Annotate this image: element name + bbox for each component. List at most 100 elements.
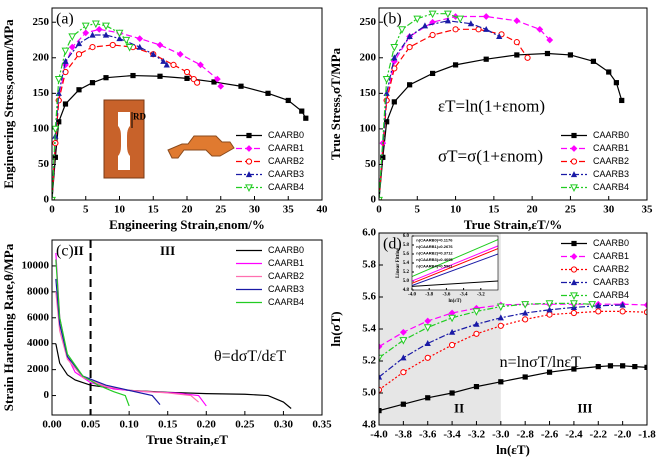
x-tick-label: 10 [450, 203, 462, 215]
marker [522, 374, 528, 380]
marker [483, 25, 490, 32]
legend-label: CAARB4 [593, 182, 629, 192]
y-axis-label: Strain Hardening Rate,θ/MPa [1, 243, 16, 411]
panel-label: (a) [56, 11, 74, 28]
marker [102, 22, 110, 31]
y-tick-label: 5.8 [403, 243, 410, 248]
marker [456, 15, 465, 24]
plot-frame [51, 239, 323, 416]
series-line [379, 310, 647, 391]
marker [213, 75, 221, 83]
y-tick-label: 4000 [27, 337, 50, 349]
y-tick-label: 150 [360, 87, 377, 99]
plot-frame [378, 7, 648, 201]
series-group [55, 252, 292, 409]
marker [116, 35, 123, 42]
marker [473, 384, 480, 390]
legend-label: CAARB2 [268, 156, 304, 166]
marker [56, 119, 62, 125]
y-tick-label: 5.8 [362, 259, 376, 271]
marker [443, 10, 452, 19]
marker [497, 314, 504, 321]
y-tick-label: 100 [33, 122, 50, 134]
marker [472, 308, 481, 316]
x-tick-label: -2.8 [516, 428, 534, 440]
marker [246, 132, 252, 139]
series-line [379, 28, 529, 200]
marker [52, 154, 58, 160]
x-tick-label: 0.25 [235, 418, 255, 430]
marker [448, 328, 456, 335]
panel: 0.00 0.05 0.10 0.15 0.20 0.25 0.30 0.35 0 2000 400… [1, 239, 332, 447]
y-tick-label: 0 [371, 194, 377, 206]
x-tick-label: 5 [415, 203, 421, 215]
marker [571, 366, 577, 372]
marker [62, 101, 69, 107]
marker [76, 87, 82, 93]
marker [89, 44, 96, 51]
marker [546, 36, 554, 44]
series-line [379, 303, 647, 348]
x-tick-label: 0.15 [158, 418, 178, 430]
marker [544, 50, 551, 57]
series-line [52, 28, 222, 200]
marker [406, 33, 413, 40]
marker [467, 20, 475, 27]
y-tick-label: 100 [360, 122, 377, 134]
marker [91, 20, 100, 29]
marker [570, 184, 578, 192]
marker [245, 184, 253, 192]
marker [183, 68, 191, 76]
legend-label: CAARB4 [268, 297, 304, 307]
marker [61, 47, 70, 56]
marker [570, 292, 578, 300]
panel-label: (d) [383, 236, 402, 253]
marker [570, 279, 578, 286]
legend-label: CAARB3 [593, 277, 629, 287]
marker [497, 322, 504, 329]
series-line [412, 239, 498, 277]
x-tick-label: -2.2 [590, 428, 608, 440]
y-axis-label: ln(σT) [328, 311, 343, 346]
marker [643, 301, 647, 309]
annotation: n(CAARB2)=0.3712 [416, 250, 453, 255]
marker [400, 369, 407, 376]
y-tick-label: 5.4 [362, 323, 376, 335]
series-line [55, 291, 199, 403]
marker [571, 132, 577, 139]
marker [245, 171, 253, 178]
legend-label: CAARB2 [268, 271, 304, 281]
marker [522, 309, 529, 316]
plot-frame [51, 7, 323, 201]
marker [514, 52, 520, 58]
marker [103, 75, 109, 81]
marker [136, 35, 144, 42]
y-tick-label: 4.8 [362, 419, 376, 431]
marker [399, 328, 407, 336]
y-tick-label: 4.8 [403, 288, 410, 293]
marker [595, 308, 602, 315]
marker [498, 379, 504, 385]
x-tick-label: 35 [642, 203, 654, 215]
x-axis-label: ln(εT) [449, 299, 462, 304]
marker [546, 311, 553, 318]
marker [379, 196, 383, 200]
marker [448, 314, 457, 323]
x-tick-label: 10 [114, 203, 126, 215]
marker [452, 26, 459, 33]
annotation: n(CAARB1)=0.2676 [416, 244, 453, 249]
marker [569, 300, 578, 308]
marker [184, 75, 190, 81]
marker [473, 330, 480, 337]
marker [89, 80, 96, 86]
marker [482, 13, 490, 20]
y-tick-label: 0 [44, 194, 50, 206]
marker [52, 196, 56, 200]
y-tick-label: 50 [365, 158, 377, 170]
x-tick-label: -2.0 [614, 428, 632, 440]
marker [619, 308, 626, 315]
y-tick-label: 5.2 [403, 270, 410, 275]
y-tick-label: 5.4 [403, 261, 410, 266]
marker [170, 61, 177, 68]
